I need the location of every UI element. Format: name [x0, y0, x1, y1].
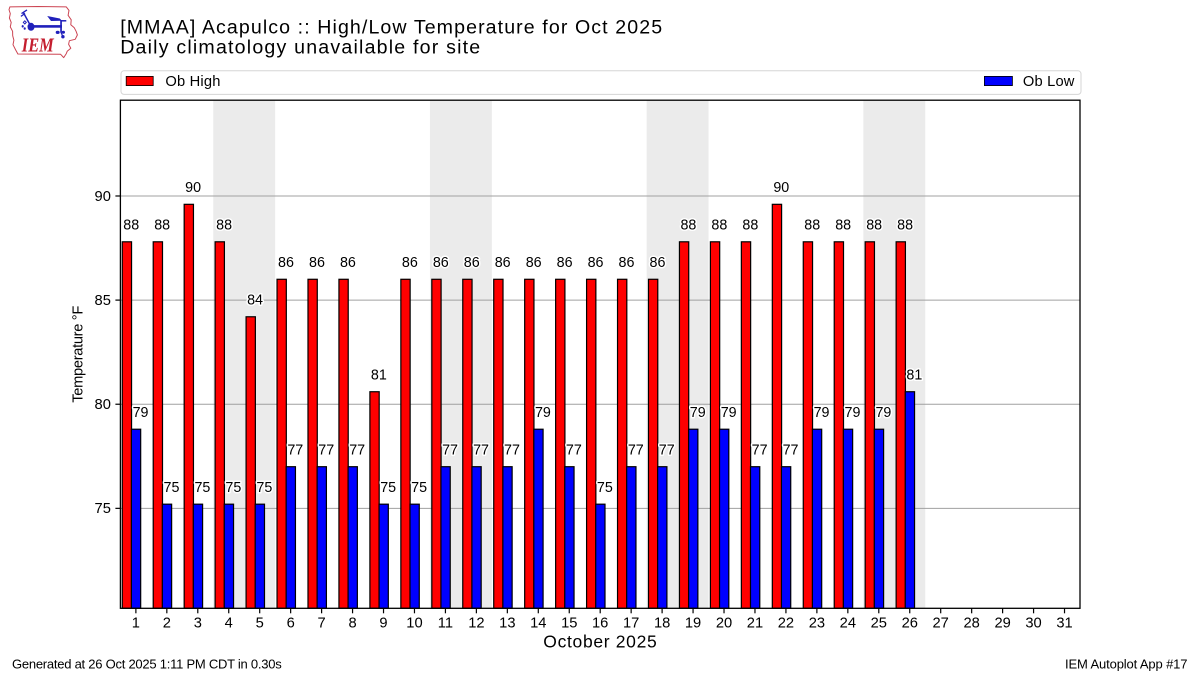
svg-text:80: 80	[95, 397, 111, 413]
svg-text:88: 88	[742, 217, 758, 233]
svg-text:14: 14	[530, 616, 546, 632]
svg-text:84: 84	[247, 292, 263, 308]
svg-text:22: 22	[778, 616, 794, 632]
svg-text:77: 77	[318, 442, 334, 458]
svg-text:27: 27	[933, 616, 949, 632]
svg-text:79: 79	[721, 405, 737, 421]
svg-text:7: 7	[318, 616, 326, 632]
svg-text:90: 90	[185, 180, 201, 196]
svg-text:85: 85	[95, 293, 111, 309]
svg-text:4: 4	[225, 616, 233, 632]
svg-text:October 2025: October 2025	[543, 632, 656, 652]
svg-text:29: 29	[994, 616, 1010, 632]
svg-text:86: 86	[278, 255, 294, 271]
svg-text:13: 13	[499, 616, 515, 632]
svg-text:88: 88	[216, 217, 232, 233]
svg-text:Ob High: Ob High	[165, 74, 220, 90]
svg-text:79: 79	[690, 405, 706, 421]
svg-text:8: 8	[348, 616, 356, 632]
svg-text:30: 30	[1025, 616, 1041, 632]
svg-text:17: 17	[623, 616, 639, 632]
svg-text:75: 75	[95, 501, 111, 517]
svg-text:88: 88	[835, 217, 851, 233]
svg-text:75: 75	[411, 480, 427, 496]
svg-text:Daily climatology unavailable: Daily climatology unavailable for site	[120, 36, 480, 58]
svg-text:75: 75	[164, 480, 180, 496]
svg-text:86: 86	[402, 255, 418, 271]
svg-text:16: 16	[592, 616, 608, 632]
svg-text:79: 79	[845, 405, 861, 421]
svg-text:Temperature °F: Temperature °F	[71, 306, 87, 403]
svg-text:86: 86	[340, 255, 356, 271]
svg-text:24: 24	[840, 616, 856, 632]
svg-text:77: 77	[473, 442, 489, 458]
svg-text:88: 88	[711, 217, 727, 233]
svg-text:88: 88	[897, 217, 913, 233]
svg-text:77: 77	[504, 442, 520, 458]
svg-text:88: 88	[154, 217, 170, 233]
svg-text:88: 88	[804, 217, 820, 233]
svg-text:77: 77	[349, 442, 365, 458]
svg-text:79: 79	[535, 405, 551, 421]
svg-text:10: 10	[406, 616, 422, 632]
svg-text:6: 6	[287, 616, 295, 632]
svg-text:23: 23	[809, 616, 825, 632]
svg-text:88: 88	[866, 217, 882, 233]
svg-text:15: 15	[561, 616, 577, 632]
svg-text:77: 77	[628, 442, 644, 458]
svg-text:75: 75	[225, 480, 241, 496]
svg-text:21: 21	[747, 616, 763, 632]
svg-text:2: 2	[163, 616, 171, 632]
svg-text:77: 77	[659, 442, 675, 458]
svg-text:86: 86	[557, 255, 573, 271]
svg-text:75: 75	[597, 480, 613, 496]
svg-text:[MMAA] Acapulco :: High/Low Te: [MMAA] Acapulco :: High/Low Temperature …	[120, 17, 662, 39]
svg-text:86: 86	[309, 255, 325, 271]
svg-text:3: 3	[194, 616, 202, 632]
svg-text:19: 19	[685, 616, 701, 632]
svg-text:9: 9	[379, 616, 387, 632]
svg-text:81: 81	[906, 367, 922, 383]
svg-text:26: 26	[902, 616, 918, 632]
svg-text:90: 90	[95, 189, 111, 205]
svg-text:Generated at 26 Oct 2025 1:11: Generated at 26 Oct 2025 1:11 PM CDT in …	[12, 656, 282, 671]
svg-text:12: 12	[468, 616, 484, 632]
svg-text:1: 1	[132, 616, 140, 632]
svg-text:77: 77	[783, 442, 799, 458]
svg-text:31: 31	[1056, 616, 1072, 632]
svg-text:77: 77	[442, 442, 458, 458]
svg-text:88: 88	[123, 217, 139, 233]
svg-text:75: 75	[194, 480, 210, 496]
svg-text:77: 77	[566, 442, 582, 458]
svg-text:79: 79	[875, 405, 891, 421]
svg-text:5: 5	[256, 616, 264, 632]
svg-text:IEM Autoplot App #17: IEM Autoplot App #17	[1065, 656, 1188, 671]
svg-text:86: 86	[588, 255, 604, 271]
svg-text:75: 75	[380, 480, 396, 496]
svg-text:75: 75	[256, 480, 272, 496]
svg-text:20: 20	[716, 616, 732, 632]
svg-text:77: 77	[752, 442, 768, 458]
svg-text:81: 81	[371, 367, 387, 383]
svg-text:IEM: IEM	[21, 36, 54, 57]
svg-text:18: 18	[654, 616, 670, 632]
svg-text:90: 90	[773, 180, 789, 196]
svg-text:25: 25	[871, 616, 887, 632]
svg-text:86: 86	[526, 255, 542, 271]
svg-text:86: 86	[650, 255, 666, 271]
svg-text:77: 77	[287, 442, 303, 458]
svg-text:28: 28	[963, 616, 979, 632]
svg-text:79: 79	[814, 405, 830, 421]
svg-text:11: 11	[438, 616, 453, 632]
svg-text:88: 88	[680, 217, 696, 233]
svg-text:79: 79	[133, 405, 149, 421]
svg-text:86: 86	[495, 255, 511, 271]
svg-text:86: 86	[619, 255, 635, 271]
svg-text:86: 86	[464, 255, 480, 271]
svg-text:Ob Low: Ob Low	[1023, 74, 1075, 90]
svg-text:86: 86	[433, 255, 449, 271]
